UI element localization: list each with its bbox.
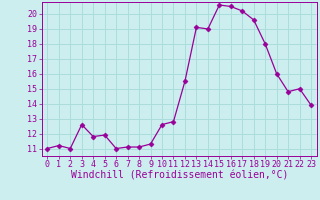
X-axis label: Windchill (Refroidissement éolien,°C): Windchill (Refroidissement éolien,°C) — [70, 171, 288, 181]
